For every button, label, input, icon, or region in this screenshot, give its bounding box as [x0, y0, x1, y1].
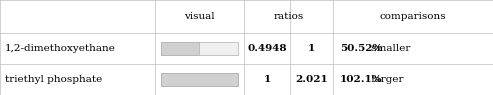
Text: visual: visual: [184, 12, 215, 21]
Text: 102.1%: 102.1%: [340, 75, 383, 84]
Bar: [161, 42, 199, 55]
Text: 0.4948: 0.4948: [247, 44, 287, 53]
Bar: [161, 42, 238, 55]
Text: larger: larger: [368, 75, 404, 84]
Text: 2.021: 2.021: [295, 75, 328, 84]
Text: triethyl phosphate: triethyl phosphate: [5, 75, 102, 84]
Text: 1: 1: [308, 44, 315, 53]
Text: ratios: ratios: [273, 12, 304, 21]
Text: smaller: smaller: [368, 44, 411, 53]
Text: 50.52%: 50.52%: [340, 44, 383, 53]
Text: 1,2-dimethoxyethane: 1,2-dimethoxyethane: [5, 44, 116, 53]
Text: 1: 1: [263, 75, 271, 84]
Text: comparisons: comparisons: [380, 12, 446, 21]
Bar: [161, 73, 238, 86]
Bar: [161, 73, 238, 86]
